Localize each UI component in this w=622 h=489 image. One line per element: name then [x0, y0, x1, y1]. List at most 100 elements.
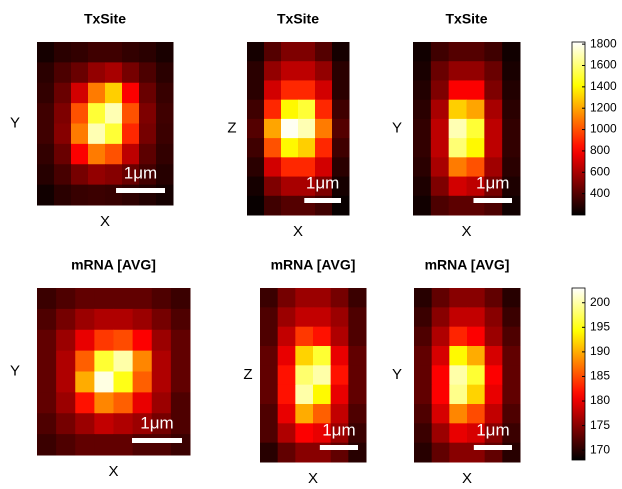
heatmap-cell: [484, 176, 503, 197]
heatmap-cell: [502, 176, 521, 197]
heatmap-cell: [170, 350, 191, 372]
heatmap-cell: [295, 307, 314, 328]
heatmap-cell: [431, 404, 450, 424]
heatmap-cell: [431, 384, 450, 405]
heatmap-cell: [467, 423, 486, 444]
panel-title: mRNA [AVG]: [71, 257, 156, 273]
heatmap-cell: [414, 326, 433, 347]
x-axis-label: X: [100, 213, 110, 230]
heatmap-cell: [277, 384, 296, 405]
heatmap-cell: [414, 404, 433, 424]
heatmap-cell: [260, 365, 279, 386]
heatmap-cell: [122, 143, 140, 165]
heatmap-cell: [448, 195, 467, 216]
heatmap-cell: [37, 308, 57, 331]
heatmap-cell: [88, 164, 106, 186]
heatmap-cell: [414, 365, 433, 386]
heatmap-cell: [502, 42, 521, 62]
heatmap-cell: [113, 329, 134, 352]
heatmap-cell: [264, 176, 282, 197]
heatmap-cell: [502, 118, 521, 139]
y-axis-label: Y: [10, 114, 20, 131]
heatmap-cell: [105, 143, 123, 165]
heatmap-cell: [413, 99, 432, 120]
heatmap-cell: [330, 326, 349, 347]
heatmap-cell: [298, 80, 316, 101]
heatmap-cell: [298, 138, 316, 158]
heatmap-cell: [502, 365, 521, 386]
heatmap-cell: [348, 326, 367, 347]
scale-bar: [319, 445, 358, 450]
heatmap-cell: [56, 413, 76, 435]
heatmap-cell: [151, 392, 172, 414]
heatmap-cell: [448, 138, 467, 158]
heatmap-cell: [122, 123, 140, 145]
heatmap-cell: [260, 384, 279, 405]
heatmap-cell: [56, 371, 76, 393]
heatmap-cell: [156, 103, 174, 124]
heatmap-cell: [413, 195, 432, 216]
heatmap-cell: [449, 404, 468, 424]
heatmap-cell: [413, 176, 432, 197]
heatmap-cell: [467, 326, 486, 347]
heatmap-cell: [332, 42, 350, 62]
colorbar: [571, 287, 586, 461]
heatmap-cell: [122, 82, 140, 104]
heatmap-cell: [348, 423, 367, 444]
heatmap-cell: [430, 99, 450, 120]
heatmap-cell: [431, 288, 450, 308]
heatmap-cell: [105, 42, 123, 63]
heatmap-cell: [431, 442, 450, 463]
y-axis-label: Y: [392, 366, 402, 383]
heatmap-cell: [502, 326, 521, 347]
heatmap-cell: [264, 138, 282, 158]
heatmap-cell: [313, 365, 332, 386]
heatmap-cell: [281, 195, 299, 216]
heatmap-cell: [313, 288, 332, 308]
heatmap-cell: [37, 62, 55, 84]
heatmap-cell: [94, 434, 114, 456]
heatmap-cell: [413, 80, 432, 101]
heatmap-cell: [75, 308, 95, 331]
heatmap-cell: [132, 308, 153, 331]
heatmap-cell: [260, 307, 279, 328]
heatmap-cell: [264, 99, 282, 120]
heatmap-cell: [94, 329, 114, 352]
heatmap-cell: [430, 157, 450, 178]
heatmap-cell: [295, 288, 314, 308]
heatmap-cell: [170, 413, 191, 435]
heatmap-cell: [414, 384, 433, 405]
heatmap-cell: [466, 42, 485, 62]
heatmap-cell: [484, 80, 503, 101]
heatmap-cell: [484, 157, 503, 178]
heatmap-cell: [75, 413, 95, 435]
heatmap-cell: [37, 371, 57, 393]
heatmap-cell: [330, 423, 349, 444]
heatmap-cell: [132, 371, 153, 393]
colorbar-tick-label: 170: [590, 442, 610, 456]
heatmap-cell: [466, 138, 485, 158]
heatmap-cell: [467, 384, 486, 405]
heatmap-cell: [94, 371, 114, 393]
heatmap-cell: [449, 346, 468, 366]
heatmap-cell: [315, 99, 333, 120]
scale-bar-label: 1μm: [322, 420, 355, 439]
heatmap-cell: [313, 326, 332, 347]
colorbar-tick-label: 1800: [590, 36, 617, 50]
heatmap-cell: [431, 326, 450, 347]
heatmap-cell: [247, 138, 265, 158]
heatmap-cell: [156, 184, 174, 206]
heatmap-cell: [348, 346, 367, 366]
heatmap-cell: [113, 413, 134, 435]
heatmap-cell: [298, 99, 316, 120]
heatmap-cell: [449, 326, 468, 347]
heatmap-cell: [75, 434, 95, 456]
heatmap-cell: [37, 288, 57, 310]
y-axis-label: Z: [243, 366, 252, 383]
scale-bar-label: 1μm: [476, 173, 509, 192]
heatmap-cell: [430, 118, 450, 139]
heatmap-cell: [430, 80, 450, 101]
heatmap-cell: [37, 82, 55, 104]
colorbar-tick-label: 195: [590, 319, 610, 333]
heatmap-cell: [132, 392, 153, 414]
